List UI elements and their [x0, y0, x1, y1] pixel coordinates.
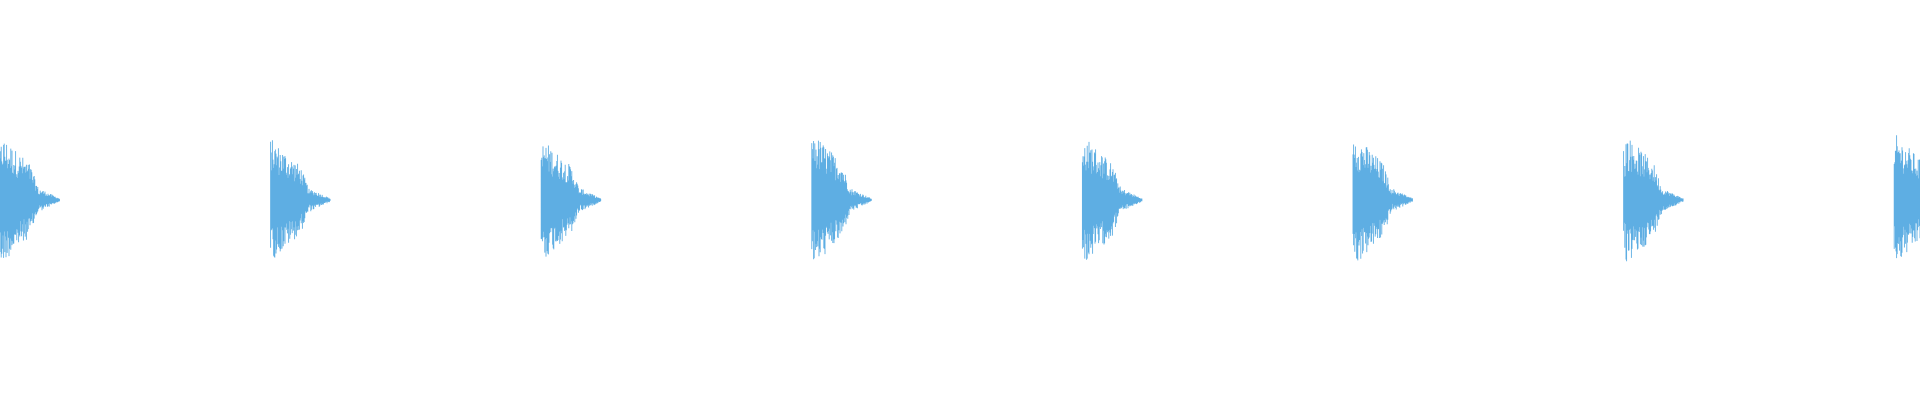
waveform-burst [1893, 135, 1920, 259]
waveform [0, 135, 1920, 262]
